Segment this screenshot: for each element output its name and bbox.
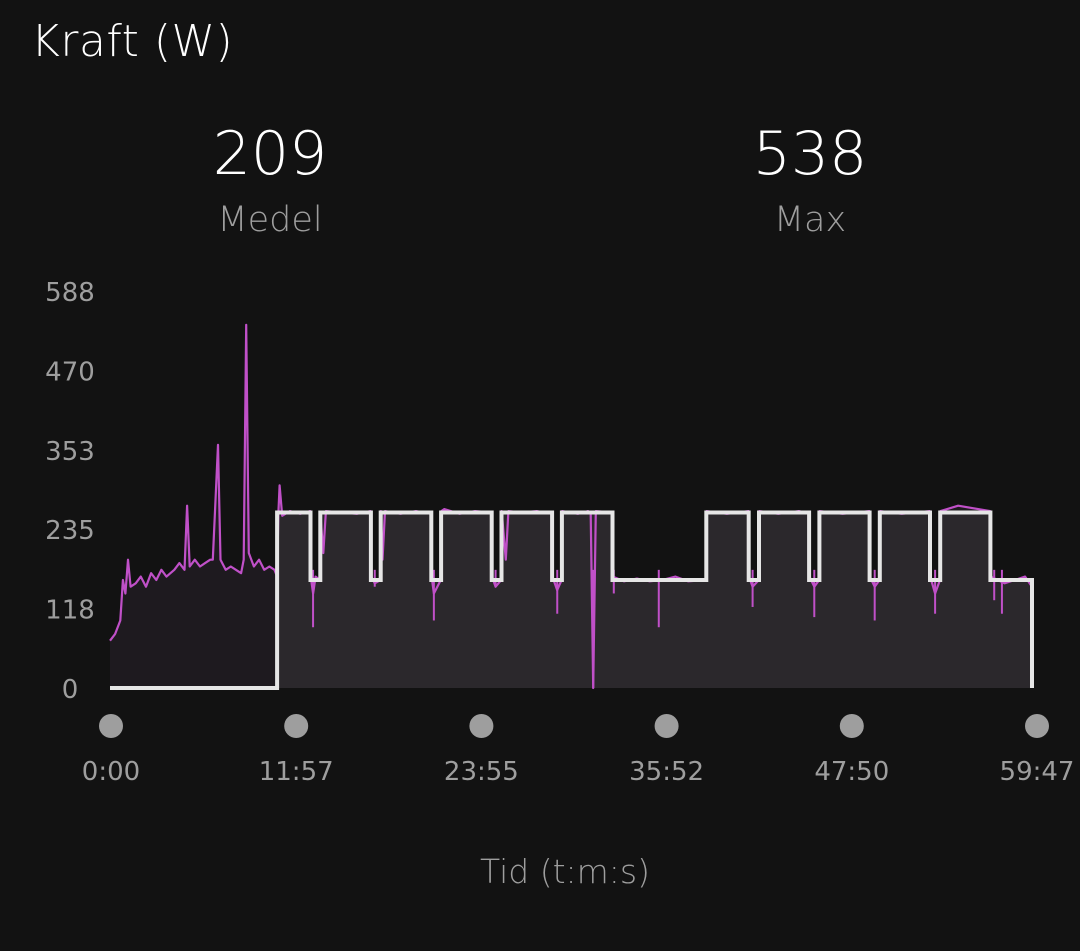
plot-area [109, 323, 1034, 690]
max-power-label: Max [773, 200, 847, 240]
time-marker-dot [839, 714, 864, 738]
power-chart[interactable]: 588 470 353 235 118 0 0:00 11:57 23:55 35:52 47:5… [0, 260, 1080, 820]
y-tick-label: 588 [45, 278, 95, 308]
x-tick-label: 47:50 [814, 757, 889, 787]
y-tick-label: 0 [62, 675, 79, 705]
time-marker-dot [469, 714, 494, 738]
time-marker-dot [284, 714, 309, 738]
target-area [110, 512, 1032, 688]
x-axis-title: Tid (t:m:s) [479, 852, 650, 891]
chart-title: Kraft (W) [31, 16, 234, 67]
x-tick-label: 11:57 [259, 757, 334, 787]
max-power-stat: 538 Max [660, 116, 960, 242]
y-tick-label: 235 [45, 516, 95, 546]
y-tick-label: 353 [45, 437, 95, 467]
x-tick-label: 23:55 [444, 757, 519, 787]
y-tick-label: 470 [45, 357, 95, 387]
time-marker-dot [654, 714, 679, 738]
average-power-stat: 209 Medel [120, 116, 420, 242]
average-power-label: Medel [217, 200, 323, 240]
average-power-value: 209 [212, 119, 328, 189]
y-tick-label: 118 [45, 596, 95, 626]
max-power-value: 538 [752, 119, 868, 189]
time-marker-dot [1025, 714, 1049, 738]
x-tick-label: 59:47 [1000, 757, 1075, 787]
x-tick-label: 35:52 [629, 757, 704, 787]
time-marker-dot [99, 714, 123, 738]
x-tick-label: 0:00 [82, 757, 140, 787]
y-axis-ticks: 588 470 353 235 118 0 [45, 278, 95, 705]
target-series-line [110, 510, 1034, 690]
x-axis-ticks: 0:00 11:57 23:55 35:52 47:50 59:47 [82, 714, 1075, 787]
